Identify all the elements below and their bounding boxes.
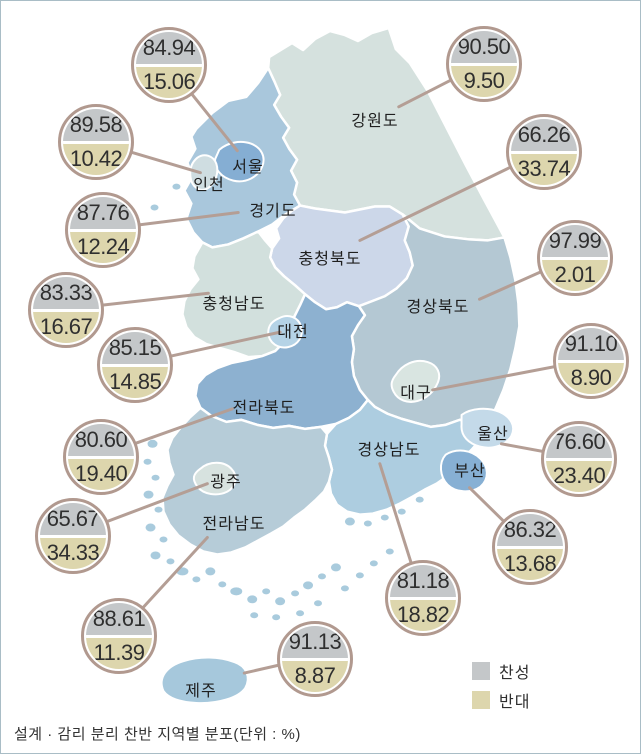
badge-gangwon-oppose: 9.50: [451, 65, 517, 97]
map-label-jeju: 제주: [185, 683, 217, 700]
badge-jeju-agree: 91.13: [282, 626, 348, 661]
badge-daegu-agree: 91.10: [558, 328, 624, 363]
badge-seoul: 84.94 15.06: [131, 27, 207, 103]
badge-jeonnam-agree: 88.61: [86, 603, 152, 638]
badge-seoul-oppose: 15.06: [136, 66, 202, 98]
map-label-daejeon: 대전: [277, 324, 309, 341]
badge-gyeongbuk-agree: 97.99: [542, 225, 608, 260]
badge-gwangju-oppose: 34.33: [40, 537, 106, 569]
badge-jeonnam-oppose: 11.39: [86, 637, 152, 669]
badge-gyeonggi-agree: 87.76: [70, 197, 136, 232]
map-label-chungnam: 충청남도: [202, 296, 266, 313]
legend-swatch-oppose: [472, 691, 490, 709]
badge-gyeongnam-oppose: 18.82: [390, 599, 456, 631]
map-label-incheon: 인천: [193, 177, 225, 194]
legend-row-agree: 찬성: [472, 662, 531, 682]
map-label-daegu: 대구: [400, 385, 432, 402]
badge-daejeon-oppose: 14.85: [102, 366, 168, 398]
badge-gyeonggi-oppose: 12.24: [70, 231, 136, 263]
badge-daegu-oppose: 8.90: [558, 362, 624, 394]
badge-incheon-agree: 89.58: [63, 109, 129, 144]
badge-gyeonggi: 87.76 12.24: [65, 192, 141, 268]
badge-daegu: 91.10 8.90: [553, 323, 629, 399]
badge-ulsan-agree: 76.60: [546, 426, 612, 461]
badge-gwangju: 65.67 34.33: [35, 498, 111, 574]
map-label-ulsan: 울산: [477, 426, 509, 443]
legend-label-oppose: 반대: [499, 694, 531, 711]
region-daejeon: [267, 315, 303, 349]
map-label-busan: 부산: [454, 463, 486, 480]
badge-daejeon: 85.15 14.85: [97, 327, 173, 403]
badge-jeonbuk: 80.60 19.40: [63, 419, 139, 495]
badge-chungnam: 83.33 16.67: [28, 272, 104, 348]
badge-chungbuk-oppose: 33.74: [511, 153, 577, 185]
map-label-jeonnam: 전라남도: [202, 516, 266, 533]
badge-incheon: 89.58 10.42: [58, 104, 134, 180]
map-label-seoul: 서울: [232, 159, 264, 176]
badge-jeju: 91.13 8.87: [277, 621, 353, 697]
badge-gyeongnam: 81.18 18.82: [385, 560, 461, 636]
badge-busan-oppose: 13.68: [497, 548, 563, 580]
legend-row-oppose: 반대: [472, 691, 531, 711]
badge-jeju-oppose: 8.87: [282, 660, 348, 692]
map-label-jeonbuk: 전라북도: [232, 400, 296, 417]
badge-gwangju-agree: 65.67: [40, 503, 106, 538]
badge-jeonbuk-agree: 80.60: [68, 424, 134, 459]
badge-gangwon-agree: 90.50: [451, 31, 517, 66]
region-gwangju: [192, 461, 237, 496]
region-seoul: [214, 141, 265, 183]
region-daegu: [390, 359, 441, 403]
region-ulsan: [460, 407, 515, 449]
legend-swatch-agree: [472, 662, 490, 680]
map-label-gwangju: 광주: [210, 474, 242, 491]
badge-gyeongbuk: 97.99 2.01: [537, 220, 613, 296]
chart-caption: 설계 · 감리 분리 찬반 지역별 분포(단위 : %): [14, 726, 301, 743]
map-label-gangwon: 강원도: [351, 113, 399, 130]
badge-gangwon: 90.50 9.50: [446, 26, 522, 102]
badge-busan: 86.32 13.68: [492, 509, 568, 585]
coastal-islands: [143, 183, 424, 621]
map-label-gyeongbuk: 경상북도: [406, 299, 470, 316]
badge-chungbuk: 66.26 33.74: [506, 114, 582, 190]
legend: 찬성 반대: [472, 662, 530, 720]
badge-chungbuk-agree: 66.26: [511, 119, 577, 154]
map-label-gyeonggi: 경기도: [249, 203, 297, 220]
badge-seoul-agree: 84.94: [136, 32, 202, 67]
map-label-chungbuk: 충청북도: [298, 251, 362, 268]
badge-gyeongnam-agree: 81.18: [390, 565, 456, 600]
badge-jeonnam: 88.61 11.39: [81, 598, 157, 674]
map-label-gyeongnam: 경상남도: [357, 442, 421, 459]
badge-daejeon-agree: 85.15: [102, 332, 168, 367]
legend-label-agree: 찬성: [499, 665, 531, 682]
badge-busan-agree: 86.32: [497, 514, 563, 549]
badge-chungnam-oppose: 16.67: [33, 311, 99, 343]
badge-gyeongbuk-oppose: 2.01: [542, 259, 608, 291]
badge-incheon-oppose: 10.42: [63, 143, 129, 175]
badge-ulsan-oppose: 23.40: [546, 460, 612, 492]
badge-jeonbuk-oppose: 19.40: [68, 458, 134, 490]
badge-chungnam-agree: 83.33: [33, 277, 99, 312]
region-busan: [440, 449, 488, 493]
region-jeonnam: [161, 406, 334, 556]
badge-ulsan: 76.60 23.40: [541, 421, 617, 497]
